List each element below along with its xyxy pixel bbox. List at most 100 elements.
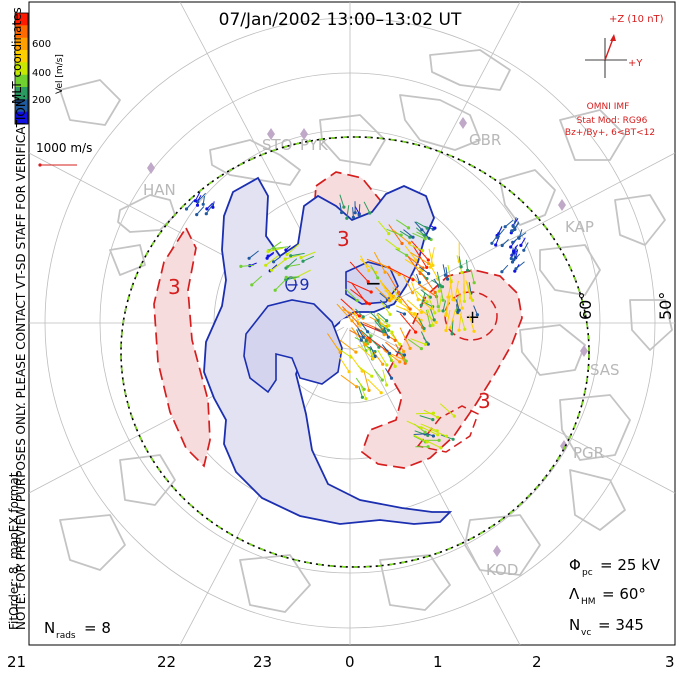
stat-n-rads: N rads = 8 (44, 619, 111, 641)
velocity-vector (390, 332, 401, 345)
velocity-vector (513, 246, 516, 254)
velocity-vector (375, 314, 390, 327)
mlt-tick-1: 1 (433, 653, 443, 671)
velocity-vector (347, 280, 372, 293)
velocity-vector (206, 202, 214, 210)
velocity-vector (375, 286, 391, 301)
velocity-vector (378, 323, 389, 331)
colorbar-swatch (15, 62, 28, 75)
velocity-vector (422, 427, 438, 436)
velocity-vector (381, 344, 390, 354)
velocity-vector (251, 275, 263, 286)
velocity-vector (399, 327, 411, 349)
velocity-vector (512, 217, 517, 227)
velocity-vector (415, 412, 434, 415)
velocity-vector (382, 348, 401, 363)
velocity-vector (388, 224, 403, 244)
velocity-vector (379, 299, 389, 308)
map-title: 07/Jan/2002 13:00–13:02 UT (219, 10, 462, 30)
velocity-vector (445, 310, 451, 331)
velocity-vector (470, 268, 475, 283)
velocity-vector (428, 248, 434, 266)
velocity-vector (466, 259, 469, 271)
negative-cell-inner (243, 299, 343, 394)
reference-vector: 1000 m/s (36, 141, 92, 167)
nrads-subscript: rads (56, 631, 76, 641)
colorbar-tick-600: 600 (32, 39, 51, 50)
positive-cell-left (153, 226, 211, 468)
velocity-vector (406, 299, 422, 313)
velocity-vector (287, 263, 301, 267)
velocity-vector (436, 271, 441, 286)
velocity-vector (518, 232, 527, 239)
velocity-vector (420, 271, 436, 293)
phi-symbol: Φ (569, 556, 581, 574)
velocity-vector (425, 309, 431, 326)
velocity-vector (419, 415, 433, 421)
nvc-symbol: N (569, 616, 580, 634)
velocity-vector (345, 288, 358, 301)
velocity-vector (395, 350, 405, 356)
phi-value: = 25 kV (600, 556, 661, 574)
velocity-vector (420, 423, 438, 432)
velocity-vector (442, 300, 446, 312)
stat-mod: Stat Mod: RG96 (577, 116, 648, 126)
mlt-tick-22: 22 (157, 653, 176, 671)
velocity-vector (411, 281, 419, 300)
velocity-vector (338, 356, 350, 372)
velocity-vector (335, 346, 352, 358)
station-label-pyk: PYK (300, 136, 329, 154)
velocity-vector (349, 261, 369, 283)
velocity-vector (371, 339, 380, 348)
velocity-vector (423, 409, 438, 418)
station-pyk: PYK (300, 128, 329, 154)
velocity-vector (501, 239, 509, 246)
velocity-vector (346, 205, 350, 219)
station-label-pgr: PGR (573, 444, 604, 462)
velocity-vector (370, 346, 376, 357)
velocity-vector (399, 230, 411, 238)
mlt-axis: 21 22 23 0 1 2 3 (7, 653, 675, 671)
colorbar-swatch (15, 74, 28, 88)
velocity-vector (415, 290, 428, 303)
velocity-vector (385, 238, 399, 250)
velocity-vector (367, 378, 382, 394)
velocity-vectors (184, 191, 529, 450)
station-label-sas: SAS (590, 361, 620, 379)
velocity-vector (468, 282, 472, 294)
velocity-vector (205, 203, 214, 214)
velocity-vector (412, 245, 428, 268)
velocity-vector (412, 232, 426, 240)
station-sto: STO (262, 128, 293, 154)
velocity-vector (352, 308, 361, 326)
velocity-vector (362, 321, 385, 333)
velocity-vector (427, 308, 434, 326)
velocity-vector (266, 252, 274, 259)
velocity-vector (396, 219, 409, 229)
coastlines (59, 49, 673, 613)
lambda-value: = 60° (602, 585, 646, 603)
velocity-vector (386, 272, 400, 293)
lat-label-50: 50° (656, 292, 675, 320)
velocity-vector (496, 228, 505, 238)
velocity-vector (351, 327, 366, 346)
velocity-vector (399, 313, 416, 333)
contour-label-pos-3: 3 (478, 389, 491, 413)
velocity-vector (473, 305, 478, 315)
velocity-vector (418, 317, 425, 329)
velocity-vector (515, 249, 519, 258)
velocity-vector (370, 265, 379, 279)
velocity-vector (430, 309, 435, 321)
lambda-symbol: Λ (569, 585, 580, 603)
phi-subscript: pc (582, 568, 593, 578)
velocity-vector (386, 228, 402, 236)
velocity-vector (413, 433, 426, 435)
velocity-vector (349, 354, 363, 372)
station-sas: SAS (580, 345, 620, 379)
colorbar-swatches (15, 13, 28, 125)
lambda-subscript: HM (581, 597, 596, 607)
velocity-vector (403, 308, 422, 321)
velocity-vector (273, 246, 289, 249)
velocity-vector (363, 201, 371, 214)
velocity-vector (523, 242, 529, 251)
